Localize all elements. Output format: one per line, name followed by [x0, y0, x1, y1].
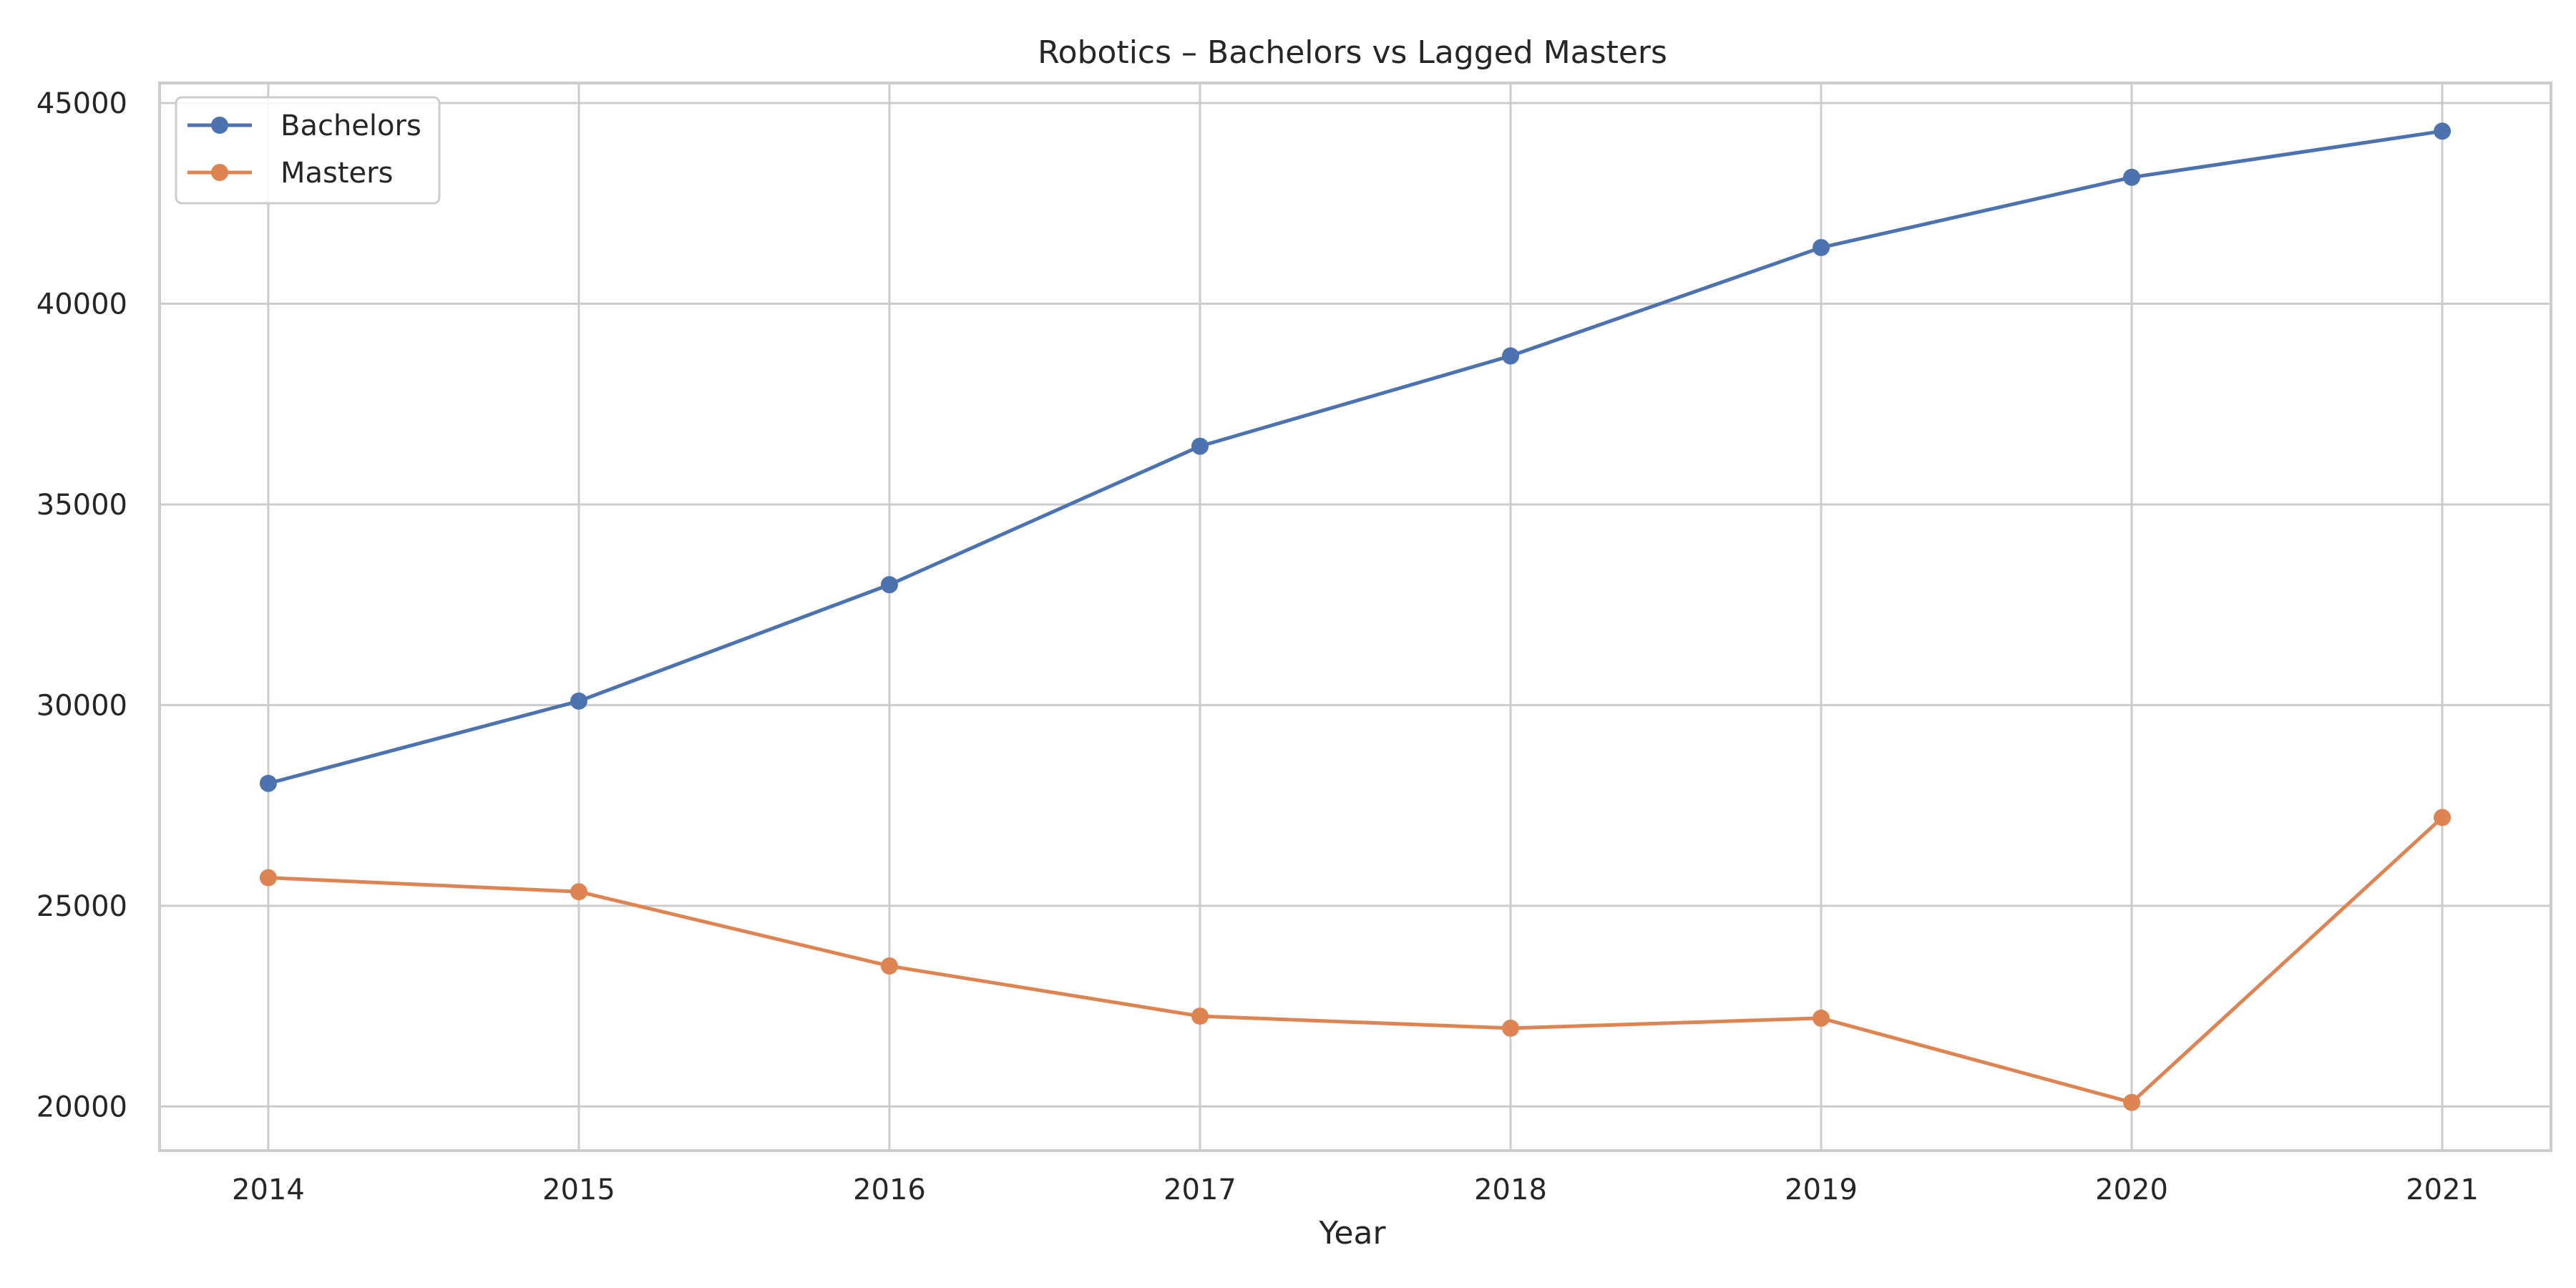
x-tick-label: 2014 — [232, 1174, 305, 1206]
data-point — [880, 957, 898, 975]
legend-marker — [211, 164, 228, 181]
legend-label: Bachelors — [280, 109, 421, 142]
data-point — [570, 692, 587, 710]
x-tick-label: 2015 — [542, 1174, 615, 1206]
plot-frame — [158, 82, 2552, 1152]
data-point — [2434, 809, 2451, 826]
series-line — [268, 129, 2443, 786]
legend: Bachelors Masters — [175, 96, 441, 205]
data-point — [1191, 437, 1209, 455]
data-point — [1191, 1008, 1209, 1025]
grid-lines — [160, 83, 2551, 1151]
x-tick-label: 2020 — [2095, 1174, 2168, 1206]
data-point — [1813, 238, 1830, 256]
y-tick-label: 25000 — [36, 890, 127, 923]
legend-label: Masters — [280, 157, 393, 190]
x-axis-ticks: 2014 2015 2016 2017 2018 2019 2020 2021 — [232, 1174, 2479, 1206]
x-axis-label: Year — [1318, 1215, 1386, 1252]
series-line — [268, 816, 2444, 1105]
y-tick-label: 35000 — [36, 489, 127, 522]
data-point — [1502, 347, 1520, 365]
series-bachelors — [259, 122, 2451, 792]
x-tick-label: 2016 — [853, 1174, 926, 1206]
x-tick-label: 2021 — [2406, 1174, 2479, 1206]
y-tick-label: 45000 — [36, 87, 127, 120]
legend-item-masters: Masters — [187, 157, 393, 190]
y-tick-label: 30000 — [36, 689, 127, 722]
legend-marker — [211, 117, 228, 134]
data-point — [570, 883, 587, 901]
series-layer — [259, 122, 2451, 1111]
y-tick-label: 40000 — [36, 288, 127, 321]
data-point — [2123, 1093, 2141, 1111]
data-point — [2123, 168, 2141, 186]
x-tick-label: 2018 — [1474, 1174, 1547, 1206]
data-point — [1502, 1019, 1520, 1037]
data-point — [880, 576, 898, 594]
x-tick-label: 2019 — [1785, 1174, 1858, 1206]
data-point — [259, 774, 277, 792]
series-masters — [259, 809, 2451, 1111]
y-axis-ticks: 20000 25000 30000 35000 40000 45000 — [36, 87, 127, 1123]
data-point — [1813, 1009, 1830, 1027]
y-tick-label: 20000 — [36, 1091, 127, 1123]
x-tick-label: 2017 — [1163, 1174, 1236, 1206]
data-point — [259, 869, 277, 887]
chart-title: Robotics – Bachelors vs Lagged Masters — [1038, 34, 1667, 71]
data-point — [2434, 122, 2451, 140]
legend-item-bachelors: Bachelors — [187, 109, 421, 142]
